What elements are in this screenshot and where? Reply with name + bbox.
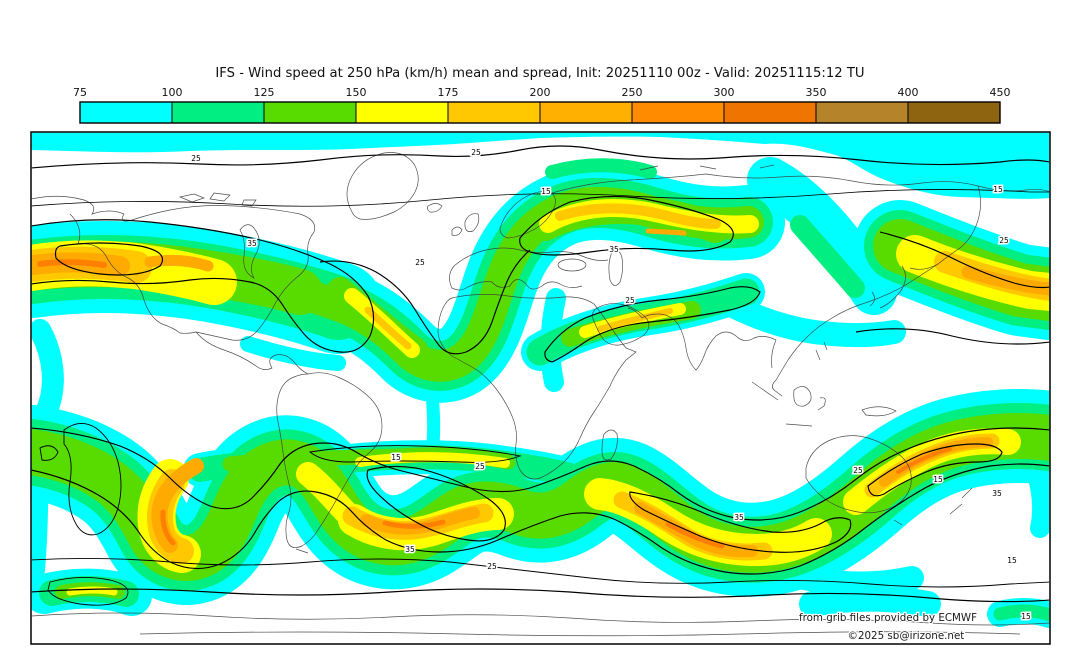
- colorbar-tick: 100: [162, 86, 183, 99]
- contour-label: 25: [415, 258, 425, 267]
- contour-label: 25: [853, 466, 863, 475]
- contour-label: 25: [999, 236, 1009, 245]
- colorbar-frame: [79, 101, 1001, 124]
- colorbar-tick: 350: [806, 86, 827, 99]
- colorbar-tick: 75: [73, 86, 87, 99]
- wind-speed-field: [31, 132, 1050, 628]
- colorbar-tick: 175: [438, 86, 459, 99]
- chart-title: IFS - Wind speed at 250 hPa (km/h) mean …: [215, 66, 864, 81]
- colorbar-segment: [631, 101, 725, 124]
- contour-label: 15: [933, 475, 943, 484]
- colorbar-segment: [815, 101, 909, 124]
- colorbar-segment: [171, 101, 265, 124]
- colorbar-segment: [263, 101, 357, 124]
- colorbar-tick: 450: [990, 86, 1011, 99]
- contour-label: 35: [734, 513, 744, 522]
- contour-label: 25: [475, 462, 485, 471]
- colorbar-segment: [355, 101, 449, 124]
- contour-label: 35: [992, 489, 1002, 498]
- contour-label: 15: [541, 187, 551, 196]
- colorbar-segment: [447, 101, 541, 124]
- colorbar-tick: 200: [530, 86, 551, 99]
- contour-labels: 25 25 15 15 35 35 25 25 25 15 25 35 25 3…: [190, 147, 1033, 623]
- weather-map: 25 25 15 15 35 35 25 25 25 15 25 35 25 3…: [31, 132, 1050, 644]
- colorbar-tick-labels: 75 100 125 150 175 200 250 300 350 400 4…: [73, 86, 1011, 99]
- colorbar-segments: [79, 101, 1001, 124]
- colorbar-segment: [907, 101, 1001, 124]
- colorbar-tick: 300: [714, 86, 735, 99]
- colorbar-tick: 250: [622, 86, 643, 99]
- credit-copyright: ©2025 sb@irizone.net: [848, 630, 965, 642]
- contour-label: 15: [391, 453, 401, 462]
- contour-label: 25: [487, 562, 497, 571]
- contour-label: 35: [609, 245, 619, 254]
- colorbar-segment: [723, 101, 817, 124]
- contour-label: 15: [1007, 556, 1017, 565]
- contour-label: 15: [1021, 612, 1031, 621]
- contour-label: 25: [471, 148, 481, 157]
- contour-label: 35: [405, 545, 415, 554]
- spread-contours: [31, 145, 1050, 606]
- contour-label: 15: [993, 185, 1003, 194]
- colorbar-tick: 125: [254, 86, 275, 99]
- colorbar-segment: [79, 101, 173, 124]
- colorbar-tick: 150: [346, 86, 367, 99]
- colorbar: 75 100 125 150 175 200 250 300 350 400 4…: [73, 86, 1011, 124]
- contour-label: 25: [625, 296, 635, 305]
- contour-label: 25: [191, 154, 201, 163]
- colorbar-segment: [539, 101, 633, 124]
- contour-label: 35: [247, 239, 257, 248]
- colorbar-tick: 400: [898, 86, 919, 99]
- map-border: [30, 131, 1051, 645]
- credit-ecmwf: from grib files provided by ECMWF: [799, 612, 977, 624]
- coastlines: [31, 152, 1050, 637]
